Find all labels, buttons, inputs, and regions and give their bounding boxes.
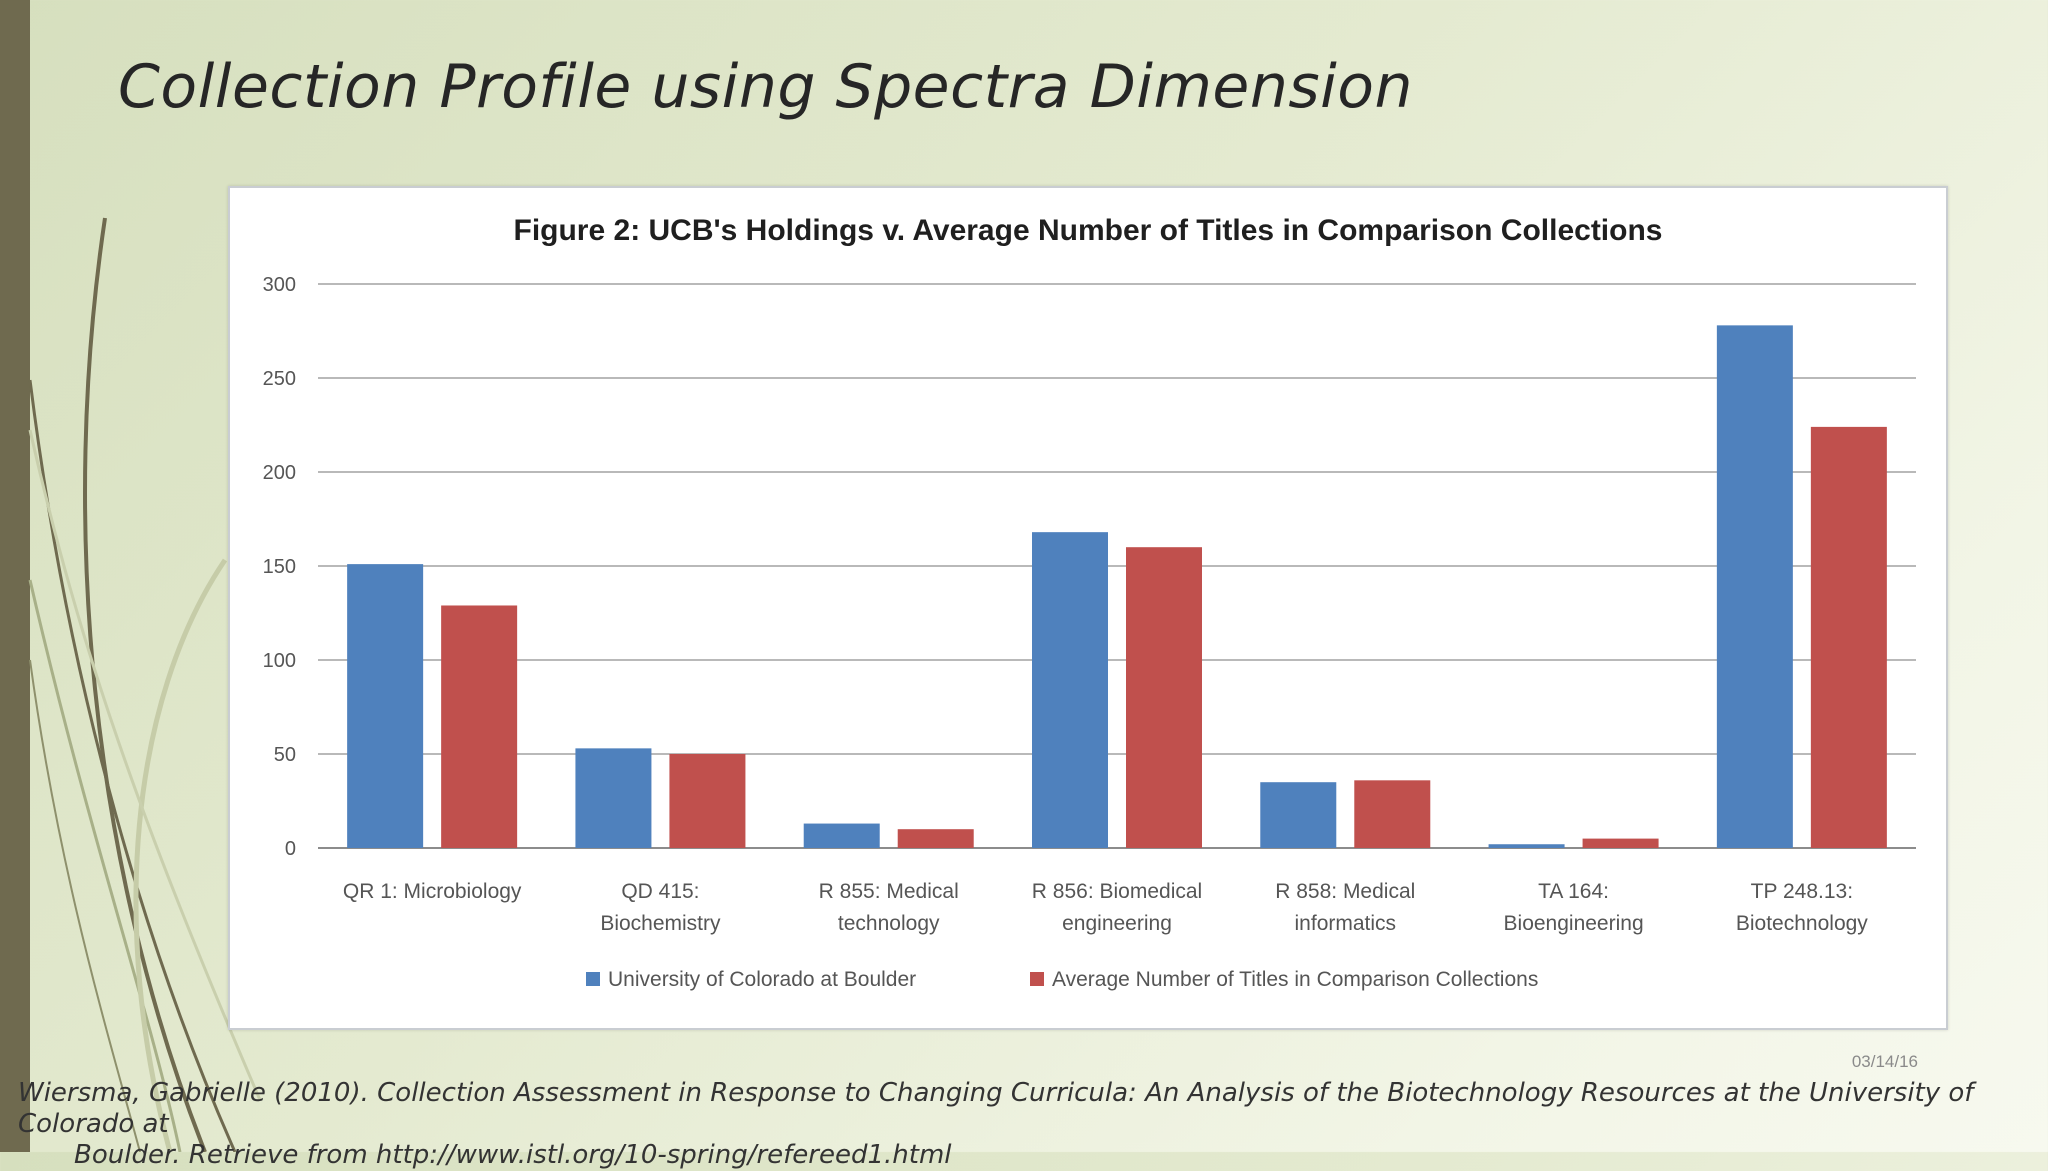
chart-frame: Figure 2: UCB's Holdings v. Average Numb… [228,186,1948,1030]
bar-ucb [347,564,424,848]
chart-title: Figure 2: UCB's Holdings v. Average Numb… [514,214,1663,247]
bar-chart: Figure 2: UCB's Holdings v. Average Numb… [263,214,1916,991]
x-tick-label: Bioengineering [1504,912,1644,935]
x-tick-label: technology [838,912,940,935]
y-tick-label: 0 [285,838,296,860]
bar-ucb [1716,325,1793,848]
y-tick-label: 300 [263,274,296,296]
bar-ucb [1032,532,1108,848]
bar-comparison [669,754,746,848]
x-tick-label: QD 415: [621,880,699,903]
x-tick-label: QR 1: Microbiology [343,880,522,903]
x-tick-label: Biotechnology [1736,912,1868,935]
y-axis-ticks: 0 50 100 150 200 250 300 [263,274,296,860]
citation-line-1: Wiersma, Gabrielle (2010). Collection As… [18,1078,1974,1139]
bar-ucb [575,748,652,848]
left-accent-bar [0,0,30,1152]
bar-comparison [1126,547,1202,848]
x-tick-label: R 858: Medical [1275,880,1415,903]
x-axis-labels: QR 1: Microbiology QD 415: Biochemistry R 8… [343,880,1868,935]
y-tick-label: 50 [274,744,296,766]
x-tick-label: engineering [1062,912,1172,935]
decorative-curves [28,217,262,1152]
y-tick-label: 100 [263,650,296,672]
bar-comparison [897,829,974,848]
x-tick-label: TA 164: [1538,880,1609,903]
y-tick-label: 250 [263,368,296,390]
y-tick-label: 150 [263,556,296,578]
x-tick-label: informatics [1295,912,1397,935]
bar-ucb [1488,844,1565,848]
legend-label: University of Colorado at Boulder [608,968,916,991]
legend-swatch [1030,972,1044,986]
bars [347,325,1887,848]
x-tick-label: R 856: Biomedical [1032,880,1202,903]
x-tick-label: TP 248.13: [1751,880,1853,903]
bar-ucb [803,823,880,848]
y-tick-label: 200 [263,462,296,484]
legend-label: Average Number of Titles in Comparison C… [1052,968,1538,991]
bar-comparison [1810,426,1887,848]
slide-date: 03/14/16 [1851,1052,1918,1071]
legend-swatch [586,972,600,986]
gridlines [318,283,1916,849]
x-tick-label: R 855: Medical [819,880,959,903]
bar-comparison [1354,780,1431,848]
citation: Wiersma, Gabrielle (2010). Collection As… [18,1078,2028,1171]
bar-comparison [441,605,518,848]
legend: University of Colorado at Boulder Average… [586,968,1538,991]
bar-comparison [1582,838,1659,848]
x-tick-label: Biochemistry [600,912,721,935]
slide-title: Collection Profile using Spectra Dimensi… [118,52,1414,122]
citation-line-2: Boulder. Retrieve from http://www.istl.o… [74,1140,952,1170]
bar-ucb [1260,782,1337,848]
